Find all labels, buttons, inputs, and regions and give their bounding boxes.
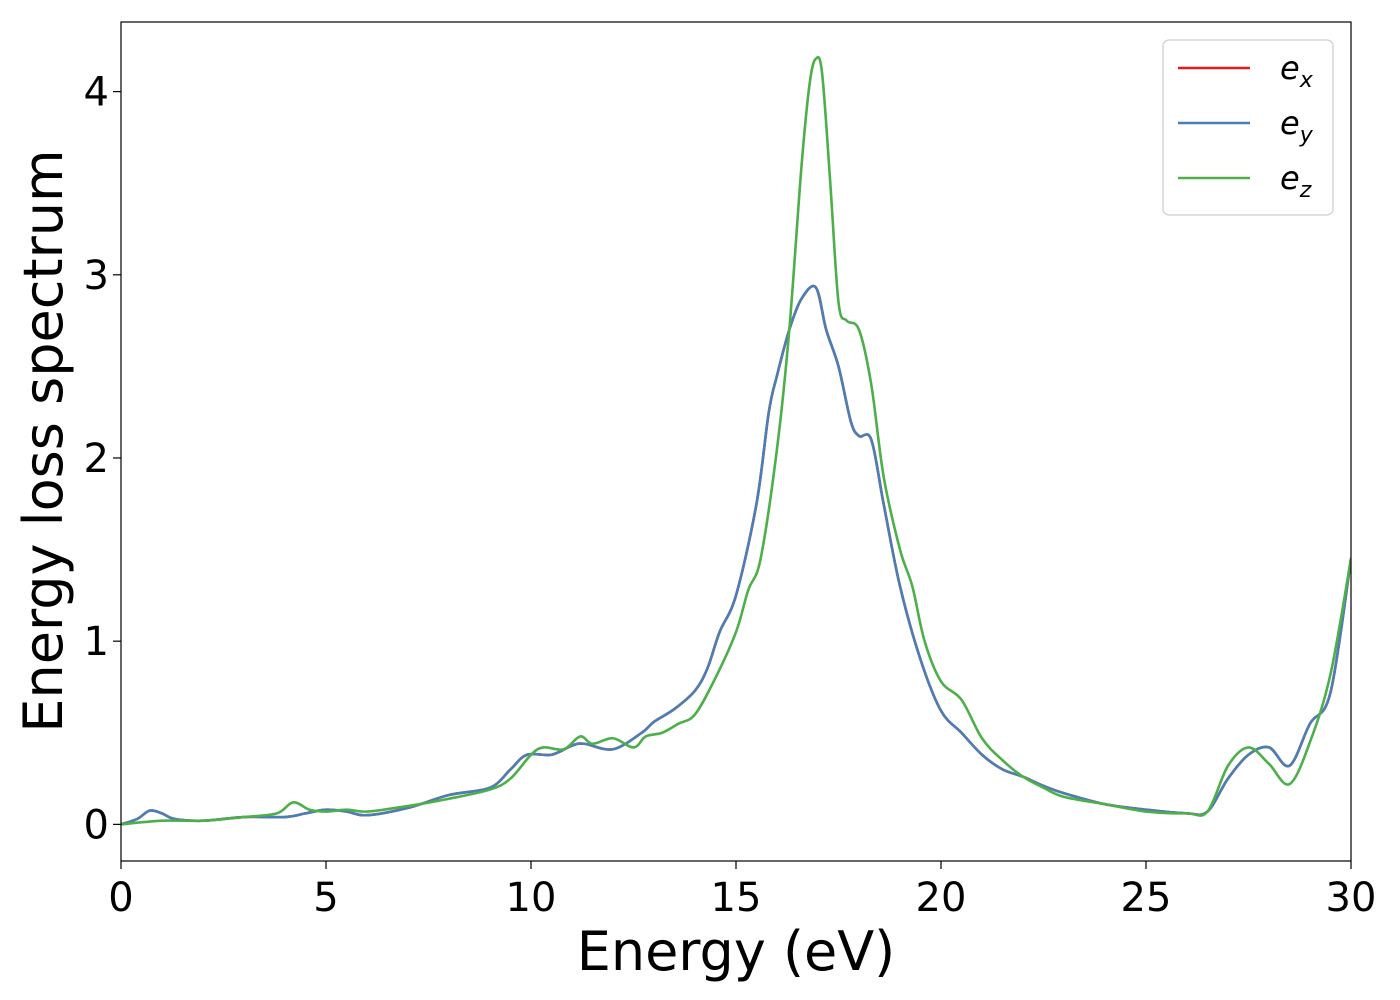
series-layer xyxy=(121,55,1351,826)
y-axis-label: Energy loss spectrum xyxy=(12,149,75,732)
legend-label-subscript: y xyxy=(1299,123,1314,148)
legend-label-base: e xyxy=(1280,49,1300,87)
y-tick-label: 3 xyxy=(84,253,109,299)
x-tick-label: 25 xyxy=(1121,875,1172,921)
y-tick-label: 2 xyxy=(84,436,109,482)
x-tick-label: 30 xyxy=(1326,875,1377,921)
legend-label-base: e xyxy=(1280,104,1300,142)
legend-label-y: ey xyxy=(1280,104,1314,148)
x-tick-label: 0 xyxy=(108,875,133,921)
legend-label-base: e xyxy=(1280,159,1300,197)
x-tick-label: 10 xyxy=(506,875,557,921)
y-tick-label: 0 xyxy=(84,802,109,848)
legend-label-z: ez xyxy=(1280,159,1312,203)
legend-label-subscript: x xyxy=(1299,68,1314,93)
x-tick-label: 5 xyxy=(313,875,338,921)
y-tick-label: 1 xyxy=(84,619,109,665)
x-tick-label: 20 xyxy=(916,875,967,921)
y-tick-label: 4 xyxy=(84,70,109,116)
y-axis-ticks: 0 1 2 3 4 xyxy=(84,70,121,848)
legend-label-subscript: z xyxy=(1299,178,1312,203)
x-axis-ticks: 0 5 10 15 20 25 30 xyxy=(108,861,1376,921)
series-line-z xyxy=(121,55,1351,826)
legend-label-x: ex xyxy=(1280,49,1314,93)
x-axis-label: Energy (eV) xyxy=(577,920,896,983)
x-tick-label: 15 xyxy=(711,875,762,921)
legend-box xyxy=(1162,39,1334,216)
